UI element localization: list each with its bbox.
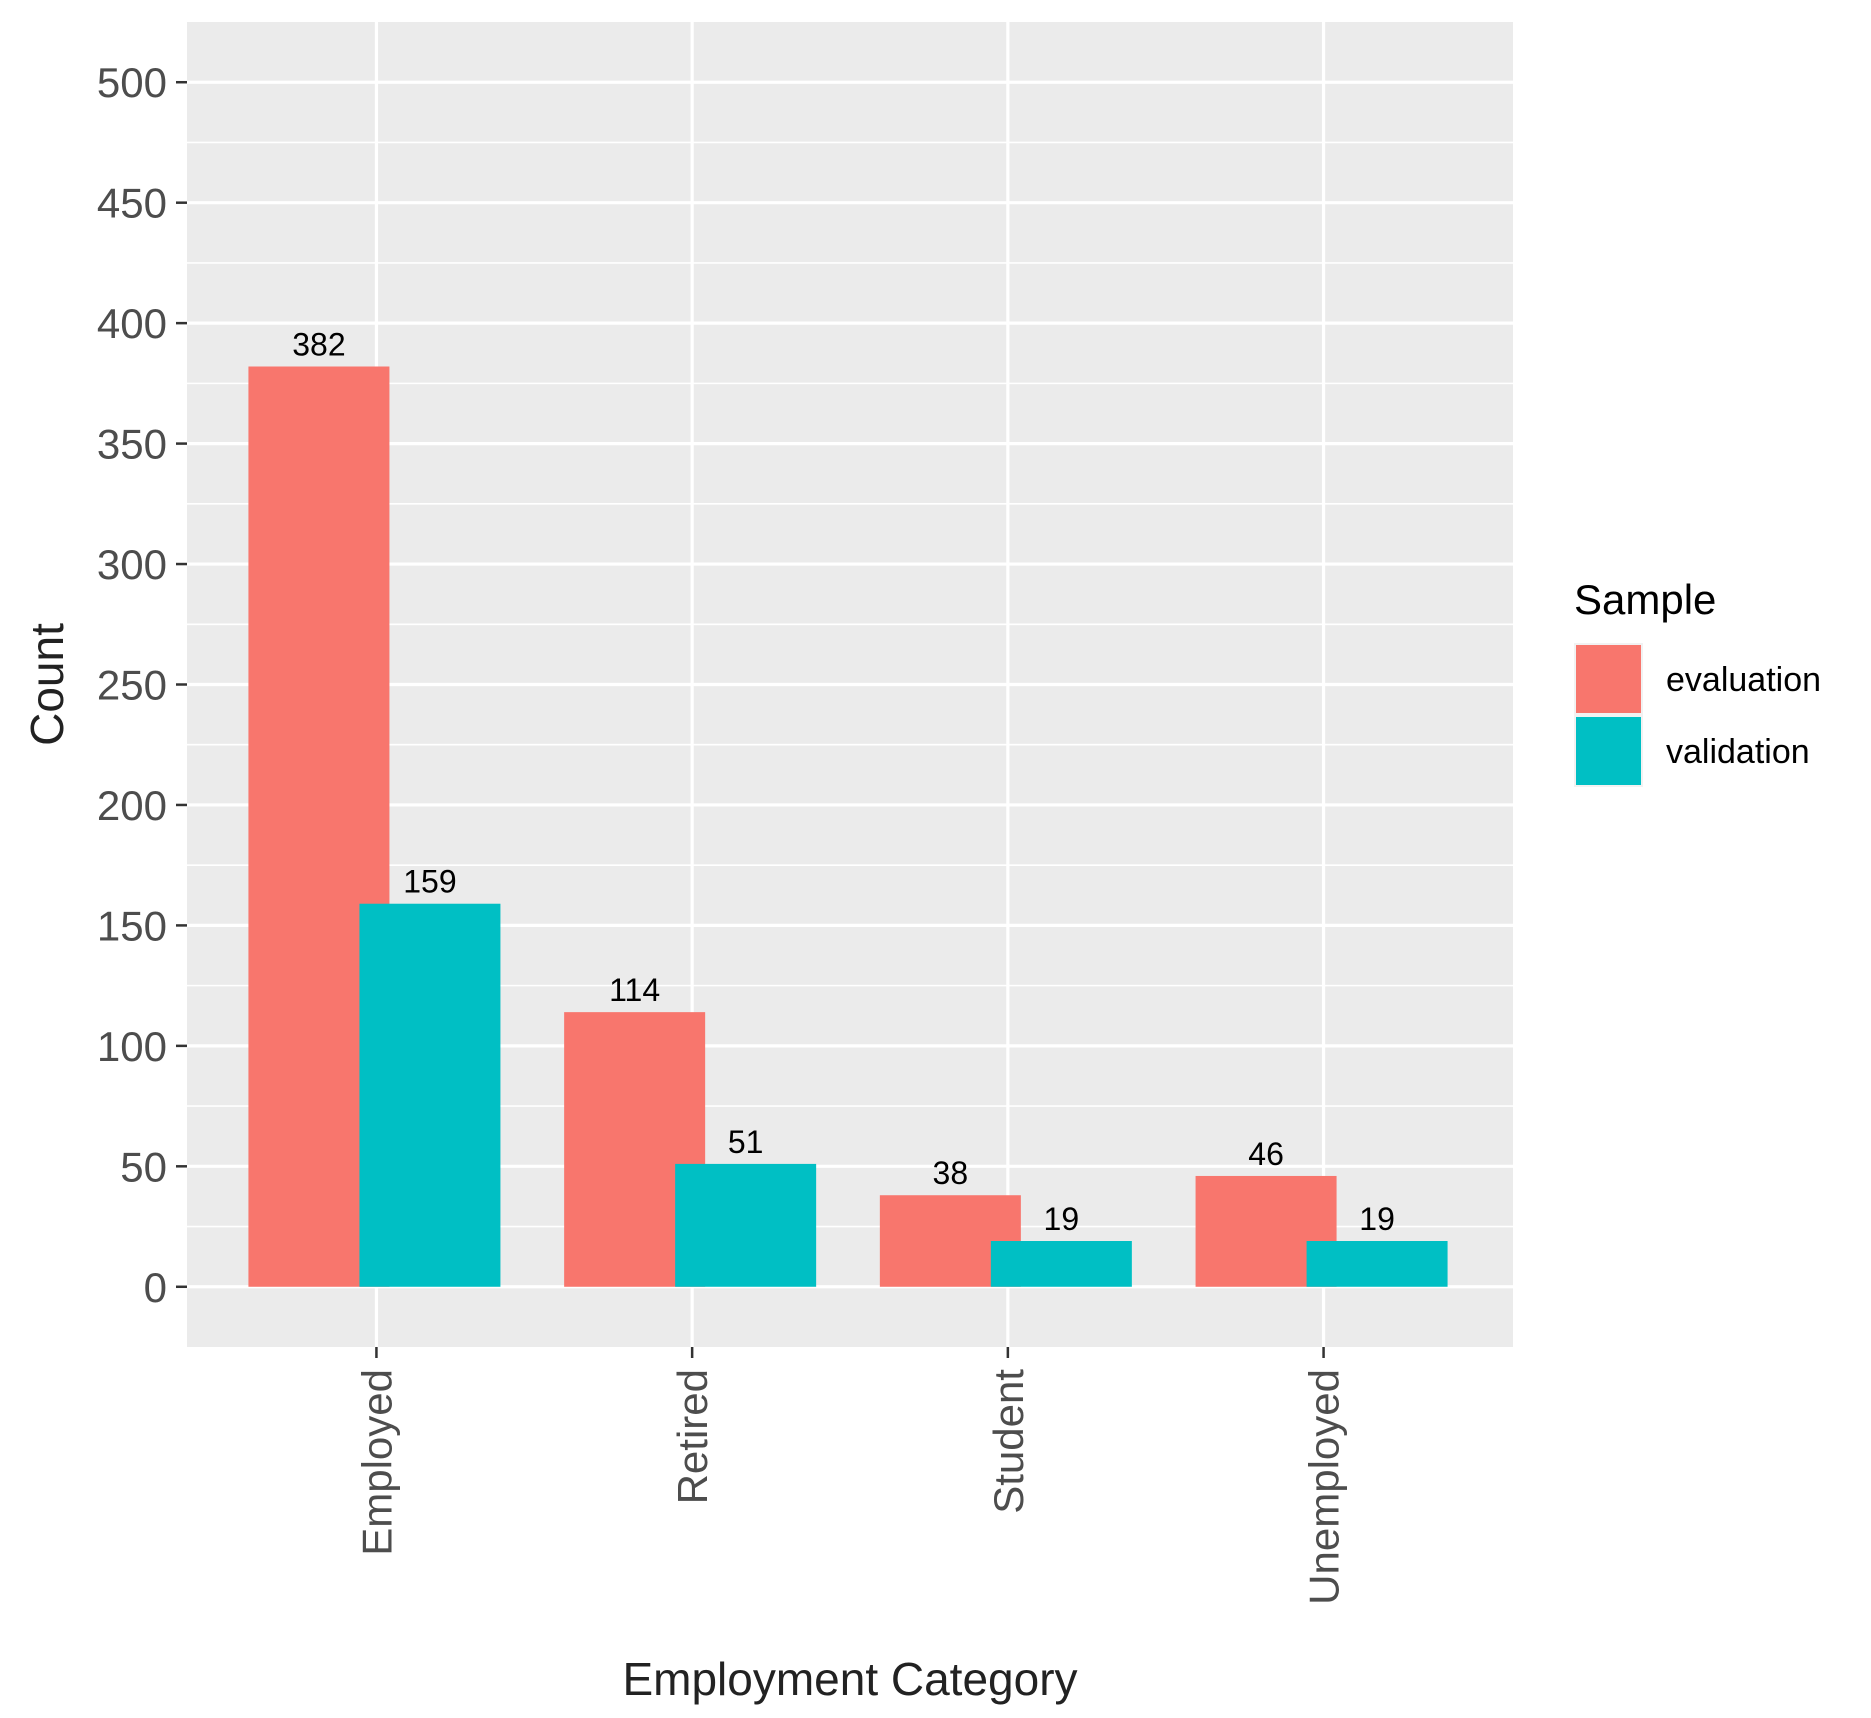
y-tick-label: 500 [97,59,167,106]
y-axis-title: Count [21,623,73,746]
y-tick-label: 0 [144,1264,167,1311]
y-axis: 0 50 100 150 200 250 300 350 400 450 500 [97,59,187,1311]
y-tick-label: 50 [120,1143,167,1190]
y-tick-label: 200 [97,782,167,829]
bar-value-label: 19 [1359,1201,1395,1237]
bar-value-label: 159 [403,864,456,900]
legend-swatch-validation [1576,717,1641,785]
bar-value-label: 38 [933,1155,969,1191]
x-tick-label: Retired [669,1369,716,1504]
x-tick-label: Unemployed [1301,1369,1348,1605]
legend: Sample evaluation validation [1574,576,1821,787]
bar-validation-student [990,1241,1132,1287]
y-tick-label: 300 [97,541,167,588]
legend-title: Sample [1574,576,1716,623]
y-tick-label: 350 [97,421,167,468]
x-axis-title: Employment Category [622,1653,1077,1705]
legend-swatch-evaluation [1576,645,1641,713]
bar-labels: 382 114 38 46 159 51 19 19 [292,327,1395,1238]
bar-value-label: 51 [728,1124,764,1160]
x-tick-label: Employed [353,1369,400,1556]
legend-label: evaluation [1666,661,1821,699]
bar-validation-retired [675,1163,817,1287]
legend-label: validation [1666,733,1810,771]
bar-validation-employed [359,903,501,1287]
y-tick-label: 100 [97,1023,167,1070]
y-tick-label: 450 [97,180,167,227]
x-tick-label: Student [985,1369,1032,1514]
bar-value-label: 19 [1044,1201,1080,1237]
y-tick-label: 250 [97,662,167,709]
bar-validation-unemployed [1306,1241,1448,1287]
bar-value-label: 382 [292,327,345,363]
x-axis: Employed Retired Student Unemployed [353,1347,1348,1605]
y-tick-label: 150 [97,902,167,949]
bar-value-label: 46 [1248,1136,1284,1172]
y-tick-label: 400 [97,300,167,347]
bars [248,366,1448,1287]
bar-value-label: 114 [609,972,660,1008]
